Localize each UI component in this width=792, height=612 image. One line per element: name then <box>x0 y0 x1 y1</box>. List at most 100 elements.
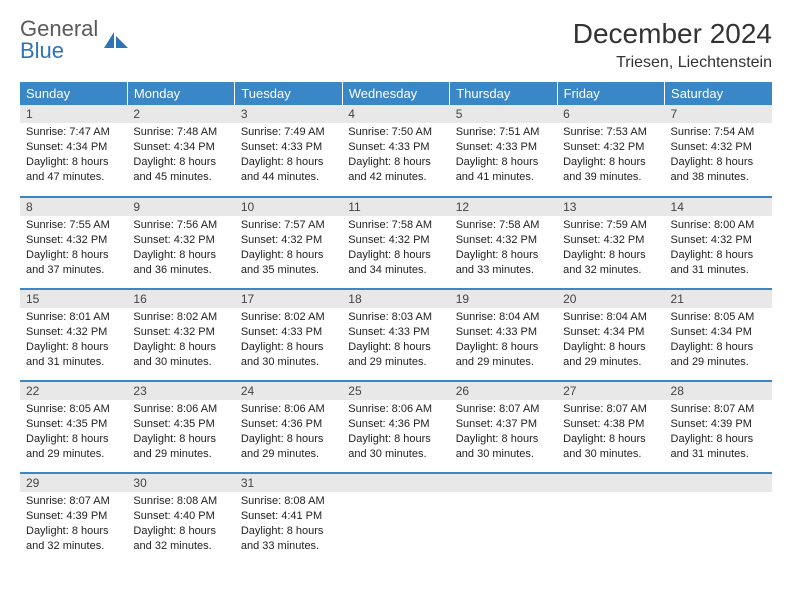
day-details: Sunrise: 7:55 AMSunset: 4:32 PMDaylight:… <box>20 216 127 281</box>
month-title: December 2024 <box>573 18 772 50</box>
sunset-line: Sunset: 4:32 PM <box>563 140 658 155</box>
daylight-line: Daylight: 8 hours and 32 minutes. <box>26 524 121 554</box>
daylight-line: Daylight: 8 hours and 30 minutes. <box>133 340 228 370</box>
sunrise-line: Sunrise: 8:08 AM <box>133 494 228 509</box>
calendar-day-cell: 16Sunrise: 8:02 AMSunset: 4:32 PMDayligh… <box>127 289 234 381</box>
day-number: 4 <box>342 105 449 123</box>
calendar-day-cell: 28Sunrise: 8:07 AMSunset: 4:39 PMDayligh… <box>665 381 772 473</box>
day-number <box>450 474 557 492</box>
daylight-line: Daylight: 8 hours and 29 minutes. <box>241 432 336 462</box>
daylight-line: Daylight: 8 hours and 32 minutes. <box>133 524 228 554</box>
calendar-day-cell: 17Sunrise: 8:02 AMSunset: 4:33 PMDayligh… <box>235 289 342 381</box>
day-number: 1 <box>20 105 127 123</box>
sunset-line: Sunset: 4:33 PM <box>348 325 443 340</box>
sunset-line: Sunset: 4:39 PM <box>26 509 121 524</box>
location-label: Triesen, Liechtenstein <box>573 54 772 72</box>
sunrise-line: Sunrise: 8:07 AM <box>26 494 121 509</box>
sunset-line: Sunset: 4:33 PM <box>348 140 443 155</box>
daylight-line: Daylight: 8 hours and 32 minutes. <box>563 248 658 278</box>
day-details: Sunrise: 7:53 AMSunset: 4:32 PMDaylight:… <box>557 123 664 188</box>
weekday-header: Monday <box>127 82 234 105</box>
sunrise-line: Sunrise: 7:50 AM <box>348 125 443 140</box>
calendar-table: SundayMondayTuesdayWednesdayThursdayFrid… <box>20 82 772 565</box>
sunrise-line: Sunrise: 8:07 AM <box>563 402 658 417</box>
sunrise-line: Sunrise: 8:06 AM <box>241 402 336 417</box>
daylight-line: Daylight: 8 hours and 39 minutes. <box>563 155 658 185</box>
calendar-week-row: 15Sunrise: 8:01 AMSunset: 4:32 PMDayligh… <box>20 289 772 381</box>
daylight-line: Daylight: 8 hours and 38 minutes. <box>671 155 766 185</box>
day-number: 23 <box>127 382 234 400</box>
sunrise-line: Sunrise: 8:06 AM <box>348 402 443 417</box>
weekday-row: SundayMondayTuesdayWednesdayThursdayFrid… <box>20 82 772 105</box>
sunrise-line: Sunrise: 8:07 AM <box>671 402 766 417</box>
sunrise-line: Sunrise: 8:02 AM <box>241 310 336 325</box>
calendar-day-cell: 8Sunrise: 7:55 AMSunset: 4:32 PMDaylight… <box>20 197 127 289</box>
sunset-line: Sunset: 4:34 PM <box>671 325 766 340</box>
sunrise-line: Sunrise: 8:07 AM <box>456 402 551 417</box>
sunrise-line: Sunrise: 7:53 AM <box>563 125 658 140</box>
day-number: 28 <box>665 382 772 400</box>
calendar-day-cell: 9Sunrise: 7:56 AMSunset: 4:32 PMDaylight… <box>127 197 234 289</box>
sunrise-line: Sunrise: 7:58 AM <box>348 218 443 233</box>
calendar-week-row: 22Sunrise: 8:05 AMSunset: 4:35 PMDayligh… <box>20 381 772 473</box>
calendar-day-cell: 14Sunrise: 8:00 AMSunset: 4:32 PMDayligh… <box>665 197 772 289</box>
day-number <box>557 474 664 492</box>
calendar-day-cell: 22Sunrise: 8:05 AMSunset: 4:35 PMDayligh… <box>20 381 127 473</box>
day-details: Sunrise: 7:57 AMSunset: 4:32 PMDaylight:… <box>235 216 342 281</box>
day-number: 9 <box>127 198 234 216</box>
weekday-header: Friday <box>557 82 664 105</box>
sunrise-line: Sunrise: 8:05 AM <box>26 402 121 417</box>
day-details: Sunrise: 7:51 AMSunset: 4:33 PMDaylight:… <box>450 123 557 188</box>
weekday-header: Saturday <box>665 82 772 105</box>
day-details: Sunrise: 8:07 AMSunset: 4:37 PMDaylight:… <box>450 400 557 465</box>
calendar-day-cell: 29Sunrise: 8:07 AMSunset: 4:39 PMDayligh… <box>20 473 127 565</box>
sunset-line: Sunset: 4:32 PM <box>671 233 766 248</box>
sunset-line: Sunset: 4:32 PM <box>671 140 766 155</box>
day-details: Sunrise: 8:07 AMSunset: 4:38 PMDaylight:… <box>557 400 664 465</box>
calendar-week-row: 8Sunrise: 7:55 AMSunset: 4:32 PMDaylight… <box>20 197 772 289</box>
calendar-day-cell: 4Sunrise: 7:50 AMSunset: 4:33 PMDaylight… <box>342 105 449 197</box>
calendar-week-row: 29Sunrise: 8:07 AMSunset: 4:39 PMDayligh… <box>20 473 772 565</box>
sunset-line: Sunset: 4:34 PM <box>563 325 658 340</box>
calendar-week-row: 1Sunrise: 7:47 AMSunset: 4:34 PMDaylight… <box>20 105 772 197</box>
sunset-line: Sunset: 4:32 PM <box>241 233 336 248</box>
sunset-line: Sunset: 4:35 PM <box>133 417 228 432</box>
calendar-day-cell: 11Sunrise: 7:58 AMSunset: 4:32 PMDayligh… <box>342 197 449 289</box>
day-details: Sunrise: 8:07 AMSunset: 4:39 PMDaylight:… <box>665 400 772 465</box>
day-details: Sunrise: 7:59 AMSunset: 4:32 PMDaylight:… <box>557 216 664 281</box>
calendar-day-cell: 25Sunrise: 8:06 AMSunset: 4:36 PMDayligh… <box>342 381 449 473</box>
brand-text: General Blue <box>20 18 98 62</box>
day-number: 12 <box>450 198 557 216</box>
calendar-day-cell: 7Sunrise: 7:54 AMSunset: 4:32 PMDaylight… <box>665 105 772 197</box>
day-number: 22 <box>20 382 127 400</box>
daylight-line: Daylight: 8 hours and 33 minutes. <box>241 524 336 554</box>
daylight-line: Daylight: 8 hours and 36 minutes. <box>133 248 228 278</box>
day-number: 14 <box>665 198 772 216</box>
daylight-line: Daylight: 8 hours and 30 minutes. <box>563 432 658 462</box>
day-details <box>557 492 664 552</box>
header: General Blue December 2024 Triesen, Liec… <box>20 18 772 72</box>
calendar-day-cell: 27Sunrise: 8:07 AMSunset: 4:38 PMDayligh… <box>557 381 664 473</box>
calendar-day-cell: 21Sunrise: 8:05 AMSunset: 4:34 PMDayligh… <box>665 289 772 381</box>
day-number: 16 <box>127 290 234 308</box>
sunrise-line: Sunrise: 8:04 AM <box>456 310 551 325</box>
day-number: 11 <box>342 198 449 216</box>
day-number: 13 <box>557 198 664 216</box>
sunrise-line: Sunrise: 8:02 AM <box>133 310 228 325</box>
weekday-header: Thursday <box>450 82 557 105</box>
sunrise-line: Sunrise: 7:51 AM <box>456 125 551 140</box>
sunset-line: Sunset: 4:33 PM <box>241 325 336 340</box>
sunset-line: Sunset: 4:32 PM <box>26 233 121 248</box>
calendar-day-cell: 2Sunrise: 7:48 AMSunset: 4:34 PMDaylight… <box>127 105 234 197</box>
sunset-line: Sunset: 4:33 PM <box>241 140 336 155</box>
daylight-line: Daylight: 8 hours and 47 minutes. <box>26 155 121 185</box>
daylight-line: Daylight: 8 hours and 29 minutes. <box>133 432 228 462</box>
daylight-line: Daylight: 8 hours and 30 minutes. <box>348 432 443 462</box>
sunset-line: Sunset: 4:34 PM <box>133 140 228 155</box>
calendar-day-cell: 15Sunrise: 8:01 AMSunset: 4:32 PMDayligh… <box>20 289 127 381</box>
daylight-line: Daylight: 8 hours and 45 minutes. <box>133 155 228 185</box>
calendar-day-cell: 10Sunrise: 7:57 AMSunset: 4:32 PMDayligh… <box>235 197 342 289</box>
day-details: Sunrise: 8:05 AMSunset: 4:35 PMDaylight:… <box>20 400 127 465</box>
sunrise-line: Sunrise: 8:04 AM <box>563 310 658 325</box>
day-details: Sunrise: 7:54 AMSunset: 4:32 PMDaylight:… <box>665 123 772 188</box>
